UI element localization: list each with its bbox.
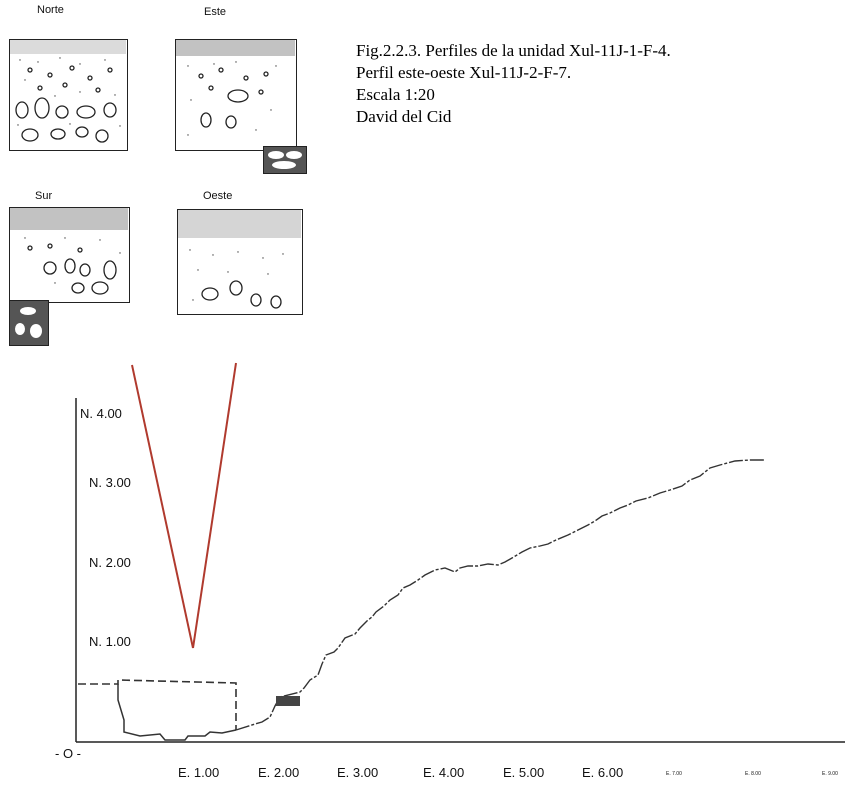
profile-panel-sur — [9, 207, 130, 303]
profile-panel-oeste — [177, 209, 303, 315]
stone-drawing-sur — [10, 208, 128, 295]
step-stones-este — [268, 151, 302, 169]
caption-line-2: Perfil este-oeste Xul-11J-2-F-7. — [356, 63, 572, 82]
panel-label-norte: Norte — [37, 4, 64, 16]
red-line-right — [192, 362, 237, 649]
profile-panel-este — [175, 39, 297, 151]
caption-line-1: Fig.2.2.3. Perfiles de la unidad Xul-11J… — [356, 41, 671, 60]
x-label-1: E. 1.00 — [178, 765, 219, 780]
panel-label-este: Este — [204, 6, 227, 18]
profile-panel-norte — [9, 39, 128, 151]
excavation-outline — [78, 679, 237, 730]
stone-drawing-este — [176, 40, 295, 136]
caption-line-3: Escala 1:20 — [356, 85, 435, 104]
panel-label-sur: Sur — [35, 190, 53, 202]
x-label-7: E. 7.00 — [666, 771, 682, 777]
x-label-2: E. 2.00 — [258, 765, 299, 780]
stone-drawing-norte — [10, 40, 126, 143]
terrain-profile-line — [235, 459, 765, 731]
y-label-2: N. 2.00 — [89, 555, 131, 570]
x-label-4: E. 4.00 — [423, 765, 464, 780]
y-label-3: N. 3.00 — [89, 475, 131, 490]
x-label-6: E. 6.00 — [582, 765, 623, 780]
step-box-este — [263, 146, 307, 174]
y-label-4: N. 4.00 — [80, 406, 122, 421]
red-line-left — [131, 364, 194, 649]
stone-drawing-oeste — [178, 210, 301, 309]
hatched-step — [276, 696, 300, 706]
step-box-sur — [9, 300, 49, 346]
panel-label-oeste: Oeste — [203, 190, 233, 202]
x-label-5: E. 5.00 — [503, 765, 544, 780]
x-label-9: E. 9.00 — [822, 771, 838, 777]
step-stones-sur — [15, 307, 42, 338]
y-label-0: - O - — [55, 746, 81, 761]
figure-caption: Fig.2.2.3. Perfiles de la unidad Xul-11J… — [356, 40, 671, 128]
x-label-8: E. 8.00 — [745, 771, 761, 777]
caption-line-4: David del Cid — [356, 107, 452, 126]
excavation-floor — [117, 684, 237, 741]
x-label-3: E. 3.00 — [337, 765, 378, 780]
y-label-1: N. 1.00 — [89, 634, 131, 649]
